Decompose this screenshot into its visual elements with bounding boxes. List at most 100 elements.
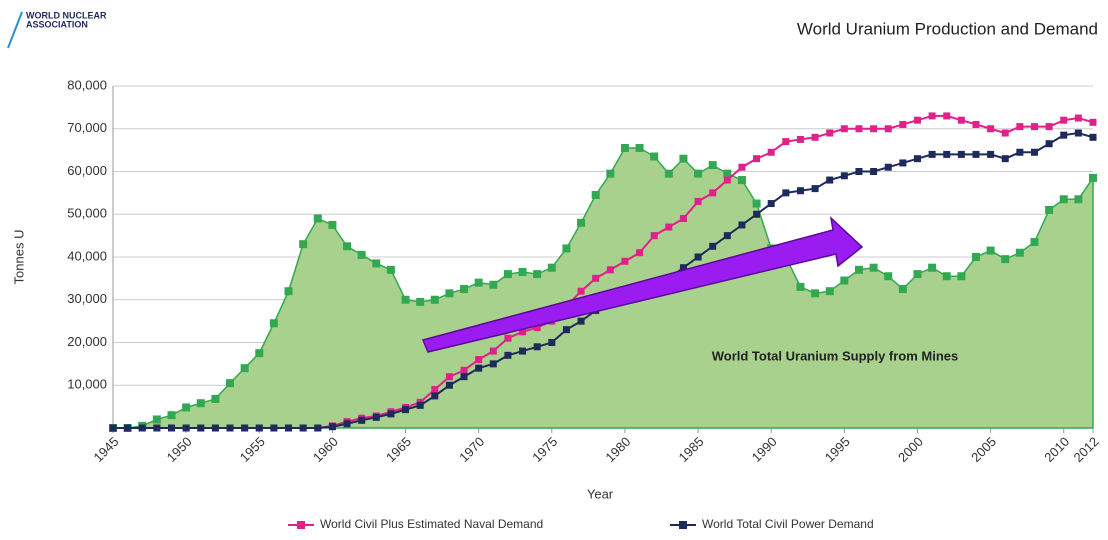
series-marker [387, 410, 395, 418]
supply-marker [518, 267, 527, 276]
series-marker [241, 424, 249, 432]
supply-marker [1074, 195, 1083, 204]
series-marker [153, 424, 161, 432]
logo-line2: ASSOCIATION [26, 19, 88, 29]
series-marker [1074, 129, 1082, 137]
series-marker [694, 253, 702, 261]
series-marker [884, 163, 892, 171]
x-tick-label: 1980 [602, 434, 633, 465]
supply-area [113, 147, 1094, 429]
supply-marker [196, 399, 205, 408]
series-marker [562, 326, 570, 334]
series-marker [358, 416, 366, 424]
supply-marker [445, 289, 454, 298]
series-marker [489, 347, 497, 355]
series-marker [957, 150, 965, 158]
supply-marker [503, 270, 512, 279]
y-tick-label: 60,000 [67, 163, 107, 178]
series-marker [694, 197, 702, 205]
series-marker [621, 257, 629, 265]
series-marker [533, 324, 541, 332]
supply-marker [430, 295, 439, 304]
supply-marker [694, 169, 703, 178]
series-marker [782, 138, 790, 146]
series-marker [182, 424, 190, 432]
series-marker [913, 155, 921, 163]
supply-marker [752, 199, 761, 208]
supply-marker [152, 415, 161, 424]
series-marker [1060, 116, 1068, 124]
series-marker [840, 125, 848, 133]
series-marker [504, 351, 512, 359]
series-marker [709, 242, 717, 250]
x-tick-label: 1955 [237, 434, 268, 465]
x-tick-label: 2000 [895, 434, 926, 465]
series-marker [972, 150, 980, 158]
supply-marker [269, 319, 278, 328]
legend-label: World Total Civil Power Demand [702, 517, 874, 531]
series-marker [855, 125, 863, 133]
series-marker [211, 424, 219, 432]
series-marker [577, 317, 585, 325]
supply-marker [401, 295, 410, 304]
supply-marker [884, 272, 893, 281]
series-marker [197, 424, 205, 432]
series-marker [972, 120, 980, 128]
series-marker [445, 373, 453, 381]
series-marker [577, 287, 585, 295]
series-marker [811, 133, 819, 141]
x-tick-label: 1970 [456, 434, 487, 465]
series-marker [402, 406, 410, 414]
series-marker [899, 120, 907, 128]
series-marker [782, 189, 790, 197]
series-marker [1016, 123, 1024, 131]
supply-marker [840, 276, 849, 285]
series-marker [343, 420, 351, 428]
series-marker [723, 176, 731, 184]
x-tick-label: 1990 [749, 434, 780, 465]
legend-label: World Civil Plus Estimated Naval Demand [320, 517, 543, 531]
series-marker [226, 424, 234, 432]
series-marker [1045, 123, 1053, 131]
series-marker [475, 356, 483, 364]
supply-marker [811, 289, 820, 298]
series-marker [884, 125, 892, 133]
supply-marker [591, 191, 600, 200]
series-marker [285, 424, 293, 432]
series-marker [870, 168, 878, 175]
series-marker [138, 424, 146, 432]
supply-marker [957, 272, 966, 281]
series-marker [460, 373, 468, 381]
annotation: World Total Uranium Supply from Mines [712, 348, 959, 363]
supply-marker [1089, 173, 1097, 182]
series-marker [606, 266, 614, 274]
series-marker [811, 185, 819, 193]
supply-marker [986, 246, 995, 255]
series-marker [519, 347, 527, 355]
supply-marker [460, 285, 469, 294]
supply-marker [313, 214, 322, 223]
series-marker [548, 339, 556, 346]
x-tick-label: 1960 [310, 434, 341, 465]
series-marker [124, 424, 132, 432]
series-marker [475, 364, 483, 372]
series-marker [416, 401, 424, 409]
supply-marker [971, 253, 980, 261]
series-marker [1001, 129, 1009, 137]
supply-marker [708, 161, 717, 170]
supply-marker [474, 278, 483, 287]
series-marker [328, 423, 336, 431]
series-marker [636, 249, 644, 257]
series-marker [650, 232, 658, 240]
x-axis-title: Year [587, 486, 614, 501]
series-marker [913, 116, 921, 124]
x-tick-label: 1950 [164, 434, 195, 465]
supply-marker [372, 259, 381, 268]
supply-marker [898, 285, 907, 294]
x-tick-label: 1995 [822, 434, 853, 465]
supply-marker [620, 143, 629, 152]
series-marker [679, 215, 687, 223]
series-marker [753, 155, 761, 163]
series-marker [1045, 140, 1053, 148]
supply-marker [869, 263, 878, 272]
